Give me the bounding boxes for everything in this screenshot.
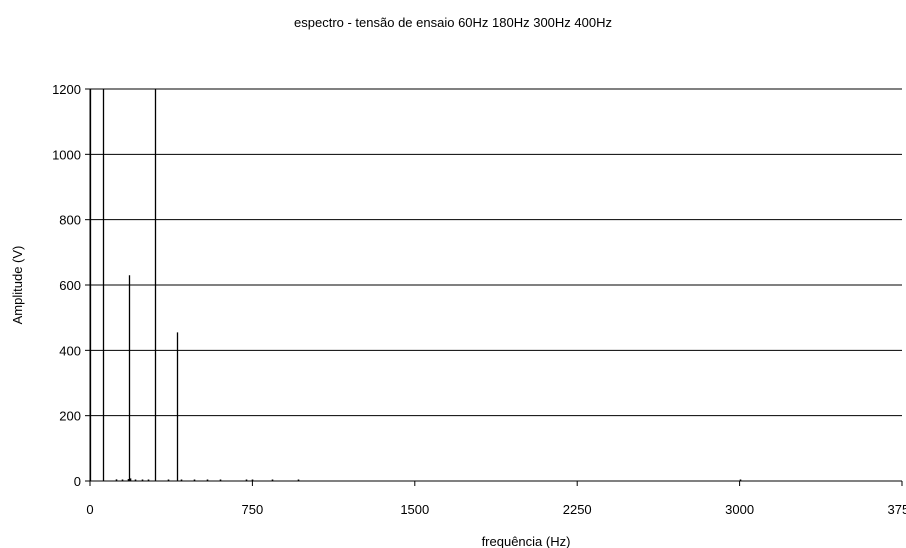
chart-title: espectro - tensão de ensaio 60Hz 180Hz 3…: [294, 15, 612, 30]
y-tick-label: 0: [74, 474, 81, 489]
y-tick-label: 400: [59, 343, 81, 358]
y-axis-label: Amplitude (V): [10, 246, 25, 325]
y-tick-label: 1200: [52, 82, 81, 97]
gridlines: [90, 88, 902, 417]
x-tick-labels: 0 750 1500 2250 3000 3750: [86, 502, 906, 517]
x-axis-label: frequência (Hz): [482, 534, 571, 548]
x-tick-label: 3750: [888, 502, 906, 517]
y-tick-label: 200: [59, 409, 81, 424]
y-tick-label: 600: [59, 278, 81, 293]
x-tick-label: 3000: [725, 502, 754, 517]
x-tick-label: 1500: [400, 502, 429, 517]
y-tick-label: 1000: [52, 147, 81, 162]
y-tick-label: 800: [59, 213, 81, 228]
x-tick-label: 0: [86, 502, 93, 517]
axes: [85, 88, 903, 486]
x-tick-label: 750: [242, 502, 264, 517]
y-tick-labels: 0 200 400 600 800 1000 1200: [52, 82, 81, 489]
x-tick-label: 2250: [563, 502, 592, 517]
